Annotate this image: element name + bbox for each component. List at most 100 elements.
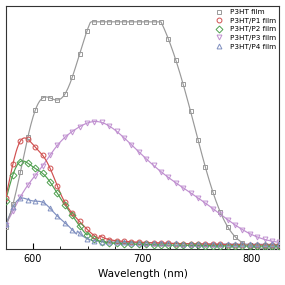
P3HT/P1 film <box>159 241 163 245</box>
P3HT/P1 film <box>4 197 7 200</box>
P3HT/P1 film <box>56 184 59 188</box>
P3HT/P3 film <box>248 232 252 235</box>
P3HT/P3 film <box>278 241 281 244</box>
P3HT/P1 film <box>115 239 118 243</box>
P3HT/P1 film <box>263 243 266 247</box>
P3HT/P2 film <box>263 244 266 248</box>
P3HT/P2 film <box>4 199 7 203</box>
P3HT/P4 film <box>100 240 103 243</box>
P3HT film <box>256 246 259 249</box>
P3HT film <box>70 76 74 79</box>
P3HT/P2 film <box>241 244 244 248</box>
P3HT/P1 film <box>248 243 252 247</box>
P3HT film <box>63 93 66 96</box>
P3HT film <box>167 37 170 41</box>
P3HT/P3 film <box>174 181 178 184</box>
P3HT film <box>204 166 207 169</box>
P3HT/P4 film <box>19 197 22 200</box>
P3HT/P4 film <box>115 241 118 244</box>
P3HT/P2 film <box>226 244 229 247</box>
P3HT film <box>211 190 215 194</box>
P3HT/P4 film <box>256 243 259 246</box>
P3HT/P2 film <box>11 173 15 176</box>
P3HT/P2 film <box>122 242 126 245</box>
P3HT/P3 film <box>100 121 103 124</box>
P3HT/P3 film <box>144 157 148 160</box>
P3HT film <box>137 20 141 23</box>
P3HT film <box>130 20 133 23</box>
P3HT film <box>48 96 52 100</box>
P3HT/P2 film <box>107 241 111 245</box>
P3HT/P2 film <box>144 243 148 246</box>
P3HT/P3 film <box>33 174 37 177</box>
P3HT/P1 film <box>63 201 66 204</box>
P3HT film <box>248 244 252 248</box>
P3HT/P3 film <box>219 212 222 216</box>
P3HT film <box>107 20 111 23</box>
P3HT film <box>174 58 178 62</box>
P3HT film <box>219 210 222 213</box>
P3HT/P1 film <box>70 211 74 215</box>
P3HT/P1 film <box>152 241 155 245</box>
P3HT/P2 film <box>26 161 29 165</box>
P3HT/P3 film <box>19 195 22 199</box>
P3HT/P4 film <box>241 243 244 246</box>
P3HT/P4 film <box>167 242 170 245</box>
P3HT/P1 film <box>11 162 15 166</box>
Legend: P3HT film, P3HT/P1 film, P3HT/P2 film, P3HT/P3 film, P3HT/P4 film: P3HT film, P3HT/P1 film, P3HT/P2 film, P… <box>209 8 277 51</box>
P3HT/P3 film <box>130 143 133 146</box>
P3HT/P2 film <box>270 244 274 248</box>
P3HT/P1 film <box>137 241 141 244</box>
P3HT/P2 film <box>152 243 155 247</box>
P3HT film <box>100 20 103 23</box>
P3HT/P2 film <box>78 224 81 228</box>
P3HT/P1 film <box>122 240 126 243</box>
P3HT/P1 film <box>196 242 200 246</box>
P3HT/P4 film <box>93 239 96 243</box>
P3HT/P2 film <box>174 243 178 247</box>
P3HT/P1 film <box>204 243 207 246</box>
P3HT/P2 film <box>189 244 192 247</box>
Line: P3HT/P1 film: P3HT/P1 film <box>3 137 282 247</box>
P3HT film <box>122 20 126 23</box>
P3HT/P2 film <box>85 233 89 237</box>
P3HT/P3 film <box>63 136 66 139</box>
P3HT film <box>233 235 237 238</box>
P3HT/P3 film <box>211 207 215 210</box>
P3HT film <box>159 20 163 24</box>
P3HT/P2 film <box>233 244 237 248</box>
P3HT/P4 film <box>107 240 111 244</box>
P3HT film <box>78 52 81 56</box>
P3HT/P2 film <box>196 244 200 247</box>
P3HT/P2 film <box>19 160 22 163</box>
P3HT/P1 film <box>85 227 89 231</box>
P3HT/P1 film <box>189 242 192 246</box>
P3HT/P4 film <box>70 228 74 231</box>
P3HT/P1 film <box>167 242 170 245</box>
P3HT/P4 film <box>226 242 229 246</box>
X-axis label: Wavelength (nm): Wavelength (nm) <box>97 269 188 280</box>
P3HT/P2 film <box>93 237 96 241</box>
P3HT/P4 film <box>174 242 178 245</box>
P3HT film <box>33 109 37 112</box>
P3HT/P2 film <box>211 244 215 247</box>
P3HT/P4 film <box>159 241 163 245</box>
P3HT/P3 film <box>233 223 237 227</box>
P3HT/P3 film <box>256 235 259 239</box>
P3HT/P3 film <box>41 164 44 168</box>
P3HT/P1 film <box>33 145 37 149</box>
P3HT/P3 film <box>137 150 141 154</box>
P3HT/P2 film <box>48 180 52 184</box>
P3HT/P3 film <box>196 196 200 200</box>
P3HT/P4 film <box>196 242 200 245</box>
P3HT/P4 film <box>130 241 133 244</box>
P3HT/P1 film <box>241 243 244 247</box>
P3HT/P3 film <box>167 176 170 179</box>
P3HT/P3 film <box>70 130 74 133</box>
P3HT/P4 film <box>211 242 215 246</box>
P3HT film <box>4 225 7 229</box>
P3HT/P3 film <box>11 209 15 213</box>
P3HT/P4 film <box>41 201 44 204</box>
P3HT/P3 film <box>85 121 89 125</box>
P3HT film <box>263 247 266 250</box>
